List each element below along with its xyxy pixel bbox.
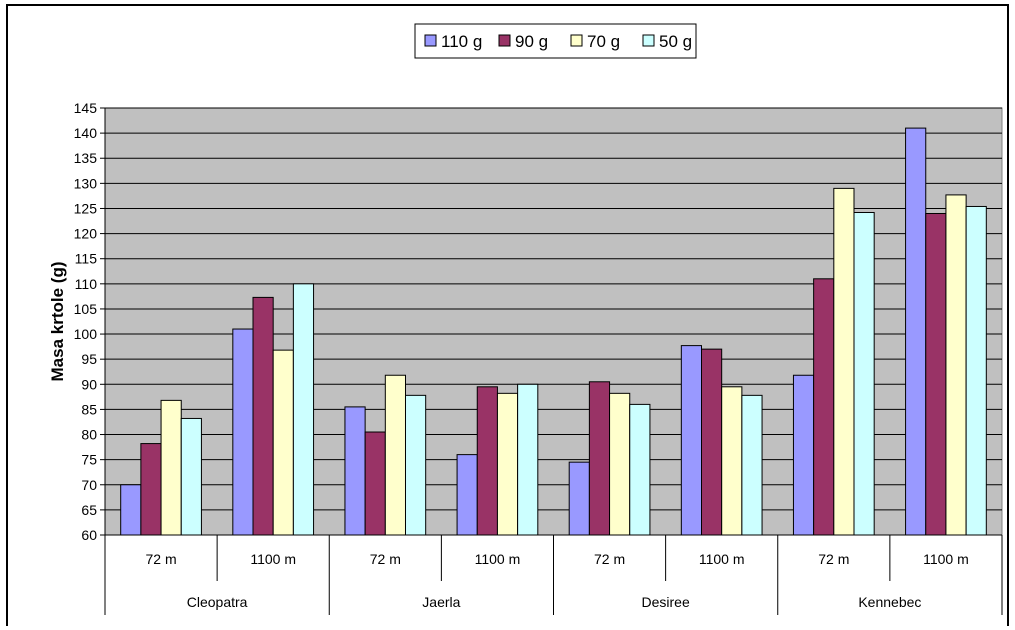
- y-tick-label: 75: [81, 452, 97, 468]
- legend-label: 110 g: [441, 32, 482, 51]
- legend-label: 90 g: [515, 32, 548, 51]
- bar: [568, 461, 590, 536]
- chart-frame: 110 g 90 g 70 g 50 g 60 65 70 75 80 85 90 95 100 105…: [6, 4, 1009, 626]
- bar: [120, 484, 142, 536]
- x-group-label: Jaerla: [422, 594, 460, 610]
- bar: [925, 212, 947, 536]
- legend-swatch: [570, 34, 583, 47]
- x-group-label: Cleopatra: [187, 594, 248, 610]
- bar: [853, 211, 875, 536]
- x-category-label: 72 m: [370, 551, 401, 567]
- bar: [701, 348, 723, 536]
- x-group-label: Kennebec: [858, 594, 921, 610]
- x-axis: 72 m 1100 m 72 m 1100 m 72 m 1100 m 72 m 1100 m…: [104, 534, 1003, 615]
- bar: [252, 296, 274, 536]
- legend-label: 70 g: [587, 32, 620, 51]
- bar: [721, 386, 743, 536]
- y-tick-label: 105: [74, 301, 98, 317]
- y-tick-label: 65: [81, 502, 97, 518]
- x-category-label: 1100 m: [250, 551, 296, 567]
- bar: [588, 381, 611, 536]
- y-axis-ticks: 60 65 70 75 80 85 90 95 100 105 110 115 120 125 130 135…: [74, 100, 106, 543]
- y-axis-title: Masa krtole (g): [48, 262, 67, 382]
- bar: [344, 406, 366, 536]
- x-group-label: Desiree: [642, 594, 690, 610]
- bar: [792, 374, 815, 536]
- bar: [292, 283, 315, 536]
- y-tick-label: 110: [75, 276, 98, 292]
- bar: [160, 399, 182, 536]
- bar-chart: 110 g 90 g 70 g 50 g 60 65 70 75 80 85 90 95 100 105…: [48, 23, 1003, 615]
- bar: [180, 417, 202, 536]
- bar: [404, 394, 427, 536]
- legend-swatch: [498, 34, 511, 47]
- bar: [517, 383, 539, 536]
- bar: [476, 386, 498, 536]
- legend-swatch: [642, 34, 655, 47]
- x-category-label: 1100 m: [923, 551, 969, 567]
- bar: [833, 187, 855, 536]
- y-tick-label: 95: [81, 351, 97, 367]
- bar: [609, 392, 631, 536]
- legend-swatch: [424, 34, 437, 47]
- bar: [629, 403, 651, 536]
- y-tick-label: 140: [74, 125, 98, 141]
- bar: [945, 194, 967, 536]
- bar: [384, 374, 406, 536]
- y-tick-label: 115: [75, 251, 98, 267]
- y-tick-label: 125: [74, 200, 98, 216]
- y-tick-label: 100: [74, 326, 98, 342]
- bar: [965, 205, 987, 536]
- bar: [905, 127, 927, 536]
- x-category-label: 1100 m: [475, 551, 521, 567]
- x-category-label: 72 m: [146, 551, 177, 567]
- bars: [120, 127, 987, 536]
- bar: [364, 431, 386, 536]
- bar: [232, 328, 254, 536]
- bar: [496, 392, 519, 536]
- legend: 110 g 90 g 70 g 50 g: [414, 23, 697, 59]
- bar: [813, 278, 835, 536]
- bar: [741, 394, 763, 536]
- bar: [456, 454, 478, 536]
- bar: [680, 345, 703, 536]
- y-tick-label: 80: [81, 427, 97, 443]
- y-tick-label: 70: [81, 477, 97, 493]
- bar: [272, 349, 294, 536]
- y-tick-label: 120: [74, 226, 98, 242]
- x-category-label: 72 m: [594, 551, 625, 567]
- x-category-label: 72 m: [818, 551, 849, 567]
- y-tick-label: 135: [74, 150, 98, 166]
- y-tick-label: 85: [81, 401, 97, 417]
- y-tick-label: 60: [81, 527, 97, 543]
- y-tick-label: 90: [81, 376, 97, 392]
- legend-label: 50 g: [659, 32, 692, 51]
- x-category-label: 1100 m: [699, 551, 745, 567]
- bar: [140, 443, 162, 536]
- y-tick-label: 145: [74, 100, 98, 116]
- y-tick-label: 130: [74, 175, 98, 191]
